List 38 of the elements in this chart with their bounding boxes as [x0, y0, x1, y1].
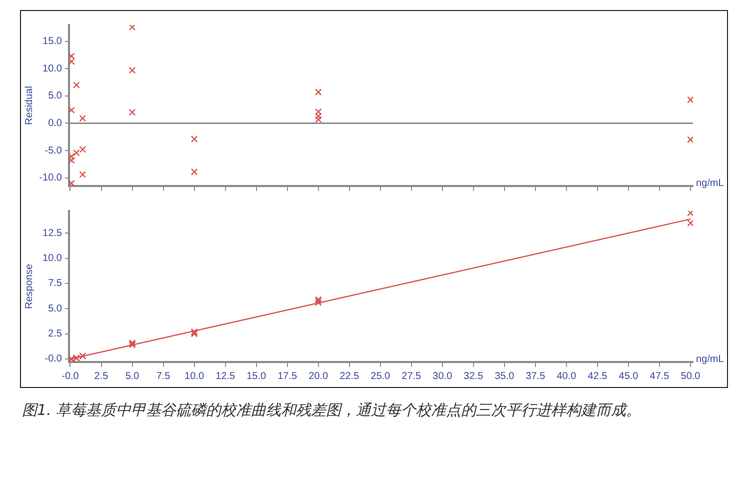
x-tick-label: 10.0: [184, 370, 204, 382]
y-tick-label: 5.0: [48, 303, 62, 314]
x-tick-label: 27.5: [402, 370, 422, 382]
x-tick-label: 20.0: [308, 370, 329, 382]
x-tick-label: 7.5: [156, 370, 171, 382]
x-tick-label: 35.0: [494, 370, 515, 382]
x-tick-label: 25.0: [370, 370, 391, 382]
y-tick-label: 7.5: [48, 278, 62, 290]
x-tick-label: 12.5: [216, 370, 236, 382]
y-tick-label: -5.0: [44, 145, 62, 156]
y-tick-label: 10.0: [42, 253, 62, 264]
y-axis-title: Response: [24, 264, 35, 310]
x-tick-label: 40.0: [556, 370, 577, 382]
x-tick-label: 2.5: [94, 370, 109, 382]
x-tick-label: 47.5: [650, 370, 670, 382]
y-tick-label: 5.0: [48, 90, 62, 102]
y-tick-label: -10.0: [39, 172, 62, 184]
y-tick-label: 15.0: [42, 36, 62, 48]
y-tick-label: 10.0: [42, 63, 62, 74]
y-tick-label: 2.5: [48, 328, 62, 340]
x-tick-label: 22.5: [340, 370, 360, 382]
y-axis-title: Residual: [24, 86, 35, 125]
caption: 图1. 草莓基质中甲基谷硫磷的校准曲线和残差图，通过每个校准点的三次平行进样构建而成。: [22, 400, 642, 420]
x-axis-title: ng/mL: [696, 178, 724, 189]
x-tick-label: 32.5: [464, 370, 484, 382]
x-tick-label: 15.0: [246, 370, 266, 382]
x-tick-label: 45.0: [618, 370, 639, 382]
y-tick-label: 12.5: [42, 228, 62, 239]
y-tick-label: -0.0: [44, 354, 62, 365]
x-axis-title: ng/mL: [696, 354, 724, 365]
x-tick-label: 5.0: [125, 370, 140, 382]
x-tick-label: 42.5: [588, 370, 608, 382]
y-tick-label: 0.0: [48, 118, 62, 129]
x-tick-label: 50.0: [680, 370, 701, 382]
x-tick-label: 30.0: [432, 370, 453, 382]
x-tick-label: 37.5: [526, 370, 546, 382]
x-tick-label: 17.5: [278, 370, 298, 382]
x-tick-label: -0.0: [62, 370, 80, 382]
